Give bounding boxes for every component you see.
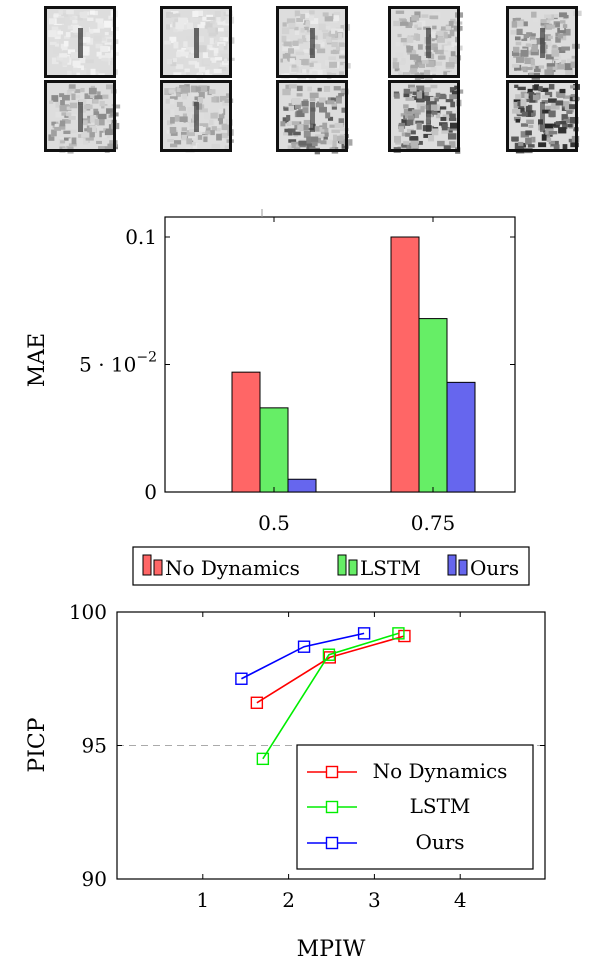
thumbnail-image: [44, 6, 119, 79]
line-x-tick-label: 4: [454, 888, 467, 912]
svg-text:LSTM: LSTM: [360, 556, 421, 580]
line-chart-ylabel: PICP: [25, 717, 50, 772]
line-point-no-dynamics: [250, 696, 264, 709]
line-point-lstm: [392, 627, 405, 640]
bar-legend-item: No Dynamics: [142, 554, 300, 580]
bar-no-dynamics-0.75: [390, 236, 420, 493]
thumbnail-image: [276, 6, 351, 80]
thumbnail-image: [506, 6, 582, 80]
line-point-no-dynamics: [323, 651, 336, 664]
picp-line-chart: 1 2 3 4 90 95 100 PICP MPIW No Dynamics LSTM Our…: [25, 600, 546, 962]
bar-ours-0.5: [287, 478, 317, 493]
thumbnail-image: [160, 80, 234, 153]
svg-text:No Dynamics: No Dynamics: [165, 556, 300, 580]
line-legend-item: No Dynamics: [307, 759, 507, 783]
bar-legend-item: Ours: [447, 554, 519, 580]
thumbnail-image: [276, 80, 353, 155]
bar-x-tick-label: 0.75: [411, 511, 456, 535]
thumbnail-image: [388, 80, 464, 154]
line-legend-item: LSTM: [307, 794, 470, 818]
line-x-tick-label: 2: [282, 888, 295, 912]
bar-lstm-0.75: [418, 318, 448, 493]
line-point-ours: [357, 627, 371, 640]
svg-text:No Dynamics: No Dynamics: [373, 759, 508, 783]
line-y-tick-label: 100: [69, 600, 107, 624]
thumbnail-image: [160, 6, 235, 80]
bar-plot-frame: [164, 216, 516, 493]
bar-ours-0.75: [446, 381, 476, 493]
line-chart-legend: No Dynamics LSTM Ours: [296, 744, 534, 870]
line-y-tick-label: 90: [82, 867, 107, 891]
bar-y-tick-label: 0.1: [125, 225, 157, 249]
thumbnail-image: [506, 80, 580, 154]
bar-no-dynamics-0.5: [231, 371, 261, 493]
svg-text:Ours: Ours: [415, 830, 464, 854]
thumbnail-image: [44, 80, 121, 154]
line-series-no-dynamics: [256, 635, 405, 704]
line-point-lstm: [322, 648, 336, 661]
bar-lstm-0.5: [259, 407, 289, 493]
bar-chart-legend: No Dynamics LSTM Ours: [132, 546, 530, 586]
svg-text:LSTM: LSTM: [410, 794, 471, 818]
bar-legend-item: LSTM: [337, 554, 421, 580]
line-x-tick-label: 1: [196, 888, 209, 912]
line-x-tick-label: 3: [368, 888, 381, 912]
bar-y-tick-label: 5 · 10−2: [79, 350, 157, 377]
mae-bar-chart: 0.5 0.75 0 5 · 10−2 0.1 MAE No Dynamics LSTM O…: [25, 209, 530, 586]
thumbnail-image: [388, 6, 464, 81]
line-series-ours: [241, 632, 365, 680]
line-point-ours: [297, 640, 311, 653]
bar-chart-ylabel: MAE: [25, 333, 50, 387]
bar-y-tick-label: 0: [144, 480, 157, 504]
svg-text:Ours: Ours: [470, 556, 519, 580]
bar-x-tick-label: 0.5: [258, 511, 290, 535]
line-chart-xlabel: MPIW: [297, 937, 366, 962]
line-point-lstm: [256, 752, 270, 766]
line-legend-item: Ours: [307, 830, 465, 854]
line-point-ours: [235, 672, 248, 685]
line-y-tick-label: 95: [82, 734, 107, 758]
line-series-lstm: [262, 632, 399, 760]
thumbnail-grid: [44, 6, 582, 155]
